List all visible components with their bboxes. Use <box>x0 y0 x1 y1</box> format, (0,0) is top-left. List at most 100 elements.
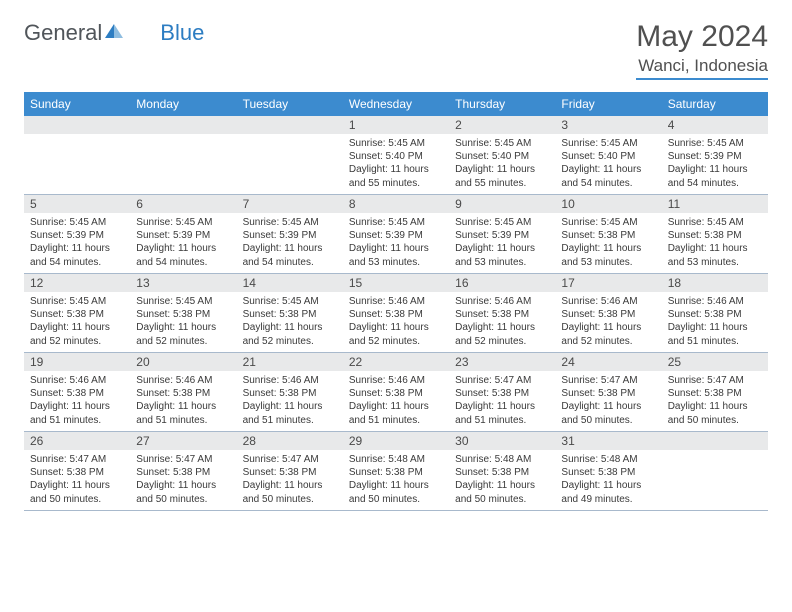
day-detail-line: Sunrise: 5:46 AM <box>349 295 443 308</box>
calendar-day-cell: 17Sunrise: 5:46 AMSunset: 5:38 PMDayligh… <box>555 274 661 352</box>
day-detail-line: Sunrise: 5:45 AM <box>136 295 230 308</box>
day-details: Sunrise: 5:46 AMSunset: 5:38 PMDaylight:… <box>24 371 130 431</box>
day-detail-line: Daylight: 11 hours and 53 minutes. <box>455 242 549 268</box>
day-detail-line: Sunrise: 5:45 AM <box>349 216 443 229</box>
day-detail-line: Sunset: 5:38 PM <box>561 308 655 321</box>
day-detail-line: Daylight: 11 hours and 50 minutes. <box>668 400 762 426</box>
day-details: Sunrise: 5:45 AMSunset: 5:39 PMDaylight:… <box>343 213 449 273</box>
day-details: Sunrise: 5:47 AMSunset: 5:38 PMDaylight:… <box>237 450 343 510</box>
day-detail-line: Daylight: 11 hours and 55 minutes. <box>349 163 443 189</box>
day-number: 3 <box>555 116 661 134</box>
calendar-day-cell: 5Sunrise: 5:45 AMSunset: 5:39 PMDaylight… <box>24 195 130 273</box>
calendar-day-cell: 15Sunrise: 5:46 AMSunset: 5:38 PMDayligh… <box>343 274 449 352</box>
day-number: 2 <box>449 116 555 134</box>
day-detail-line: Sunrise: 5:46 AM <box>136 374 230 387</box>
day-detail-line: Daylight: 11 hours and 50 minutes. <box>243 479 337 505</box>
calendar-day-cell: 18Sunrise: 5:46 AMSunset: 5:38 PMDayligh… <box>662 274 768 352</box>
calendar-day-cell: 27Sunrise: 5:47 AMSunset: 5:38 PMDayligh… <box>130 432 236 510</box>
day-detail-line: Sunset: 5:38 PM <box>30 466 124 479</box>
day-detail-line: Sunset: 5:40 PM <box>455 150 549 163</box>
day-detail-line: Daylight: 11 hours and 54 minutes. <box>561 163 655 189</box>
day-detail-line: Sunset: 5:40 PM <box>349 150 443 163</box>
calendar-page: General Blue May 2024 Wanci, Indonesia S… <box>0 0 792 531</box>
day-detail-line: Daylight: 11 hours and 51 minutes. <box>668 321 762 347</box>
day-detail-line: Sunset: 5:39 PM <box>349 229 443 242</box>
day-detail-line: Sunset: 5:38 PM <box>136 466 230 479</box>
day-number: 14 <box>237 274 343 292</box>
day-detail-line: Sunset: 5:38 PM <box>561 387 655 400</box>
day-details: Sunrise: 5:47 AMSunset: 5:38 PMDaylight:… <box>662 371 768 431</box>
day-details: Sunrise: 5:46 AMSunset: 5:38 PMDaylight:… <box>662 292 768 352</box>
dayname-cell: Tuesday <box>237 92 343 116</box>
day-number: 10 <box>555 195 661 213</box>
day-number: 16 <box>449 274 555 292</box>
day-number: 17 <box>555 274 661 292</box>
day-details: Sunrise: 5:45 AMSunset: 5:40 PMDaylight:… <box>555 134 661 194</box>
calendar-day-cell: 14Sunrise: 5:45 AMSunset: 5:38 PMDayligh… <box>237 274 343 352</box>
day-number <box>662 432 768 450</box>
calendar-week-row: 26Sunrise: 5:47 AMSunset: 5:38 PMDayligh… <box>24 432 768 511</box>
day-detail-line: Sunrise: 5:45 AM <box>243 295 337 308</box>
day-detail-line: Sunset: 5:38 PM <box>561 229 655 242</box>
day-detail-line: Sunrise: 5:46 AM <box>455 295 549 308</box>
day-number: 22 <box>343 353 449 371</box>
location-label: Wanci, Indonesia <box>636 56 768 80</box>
calendar-day-cell: 1Sunrise: 5:45 AMSunset: 5:40 PMDaylight… <box>343 116 449 194</box>
calendar-day-cell: 8Sunrise: 5:45 AMSunset: 5:39 PMDaylight… <box>343 195 449 273</box>
calendar-day-cell: 13Sunrise: 5:45 AMSunset: 5:38 PMDayligh… <box>130 274 236 352</box>
day-details: Sunrise: 5:45 AMSunset: 5:38 PMDaylight:… <box>237 292 343 352</box>
day-detail-line: Sunrise: 5:45 AM <box>455 137 549 150</box>
day-detail-line: Daylight: 11 hours and 50 minutes. <box>136 479 230 505</box>
calendar-week-row: 1Sunrise: 5:45 AMSunset: 5:40 PMDaylight… <box>24 116 768 195</box>
day-detail-line: Sunset: 5:38 PM <box>136 387 230 400</box>
day-detail-line: Daylight: 11 hours and 52 minutes. <box>136 321 230 347</box>
day-number: 12 <box>24 274 130 292</box>
day-detail-line: Daylight: 11 hours and 54 minutes. <box>136 242 230 268</box>
calendar-day-cell <box>24 116 130 194</box>
day-detail-line: Sunset: 5:38 PM <box>668 229 762 242</box>
day-detail-line: Daylight: 11 hours and 55 minutes. <box>455 163 549 189</box>
day-number: 18 <box>662 274 768 292</box>
day-detail-line: Sunrise: 5:46 AM <box>349 374 443 387</box>
calendar-day-cell <box>130 116 236 194</box>
day-details <box>237 134 343 141</box>
day-number: 26 <box>24 432 130 450</box>
day-details: Sunrise: 5:45 AMSunset: 5:38 PMDaylight:… <box>555 213 661 273</box>
day-details: Sunrise: 5:48 AMSunset: 5:38 PMDaylight:… <box>555 450 661 510</box>
day-detail-line: Daylight: 11 hours and 54 minutes. <box>243 242 337 268</box>
day-detail-line: Daylight: 11 hours and 51 minutes. <box>30 400 124 426</box>
calendar-day-cell: 20Sunrise: 5:46 AMSunset: 5:38 PMDayligh… <box>130 353 236 431</box>
day-detail-line: Daylight: 11 hours and 53 minutes. <box>561 242 655 268</box>
day-detail-line: Daylight: 11 hours and 50 minutes. <box>349 479 443 505</box>
day-detail-line: Sunset: 5:38 PM <box>349 308 443 321</box>
day-detail-line: Sunset: 5:38 PM <box>349 466 443 479</box>
day-detail-line: Daylight: 11 hours and 51 minutes. <box>136 400 230 426</box>
day-detail-line: Sunset: 5:38 PM <box>349 387 443 400</box>
day-details: Sunrise: 5:47 AMSunset: 5:38 PMDaylight:… <box>130 450 236 510</box>
day-detail-line: Sunrise: 5:48 AM <box>349 453 443 466</box>
calendar-day-cell: 16Sunrise: 5:46 AMSunset: 5:38 PMDayligh… <box>449 274 555 352</box>
day-detail-line: Sunrise: 5:46 AM <box>243 374 337 387</box>
dayname-cell: Monday <box>130 92 236 116</box>
day-details: Sunrise: 5:45 AMSunset: 5:40 PMDaylight:… <box>343 134 449 194</box>
calendar-day-cell: 22Sunrise: 5:46 AMSunset: 5:38 PMDayligh… <box>343 353 449 431</box>
day-details: Sunrise: 5:45 AMSunset: 5:38 PMDaylight:… <box>130 292 236 352</box>
day-detail-line: Sunset: 5:38 PM <box>561 466 655 479</box>
calendar-day-cell: 29Sunrise: 5:48 AMSunset: 5:38 PMDayligh… <box>343 432 449 510</box>
day-detail-line: Sunset: 5:38 PM <box>668 387 762 400</box>
calendar-day-cell: 7Sunrise: 5:45 AMSunset: 5:39 PMDaylight… <box>237 195 343 273</box>
day-number: 11 <box>662 195 768 213</box>
day-detail-line: Sunset: 5:38 PM <box>30 308 124 321</box>
day-detail-line: Sunrise: 5:48 AM <box>561 453 655 466</box>
day-details: Sunrise: 5:47 AMSunset: 5:38 PMDaylight:… <box>449 371 555 431</box>
day-details: Sunrise: 5:45 AMSunset: 5:40 PMDaylight:… <box>449 134 555 194</box>
day-number: 9 <box>449 195 555 213</box>
day-detail-line: Sunrise: 5:47 AM <box>668 374 762 387</box>
day-details: Sunrise: 5:45 AMSunset: 5:39 PMDaylight:… <box>130 213 236 273</box>
day-number: 21 <box>237 353 343 371</box>
day-number: 31 <box>555 432 661 450</box>
calendar-day-cell: 31Sunrise: 5:48 AMSunset: 5:38 PMDayligh… <box>555 432 661 510</box>
calendar-weeks: 1Sunrise: 5:45 AMSunset: 5:40 PMDaylight… <box>24 116 768 511</box>
calendar-day-cell: 21Sunrise: 5:46 AMSunset: 5:38 PMDayligh… <box>237 353 343 431</box>
day-details: Sunrise: 5:45 AMSunset: 5:39 PMDaylight:… <box>24 213 130 273</box>
